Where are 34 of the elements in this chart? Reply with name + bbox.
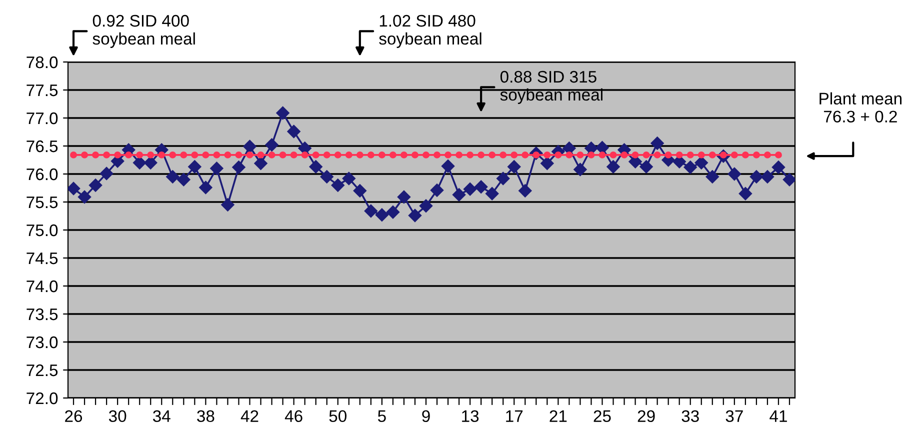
annotation: 0.88 SID 315 soybean meal	[500, 70, 602, 104]
y-tick-label: 74.0	[26, 280, 58, 292]
x-tick-label: 25	[594, 410, 611, 422]
x-tick-label: 41	[770, 410, 787, 422]
x-tick-label: 34	[152, 410, 170, 422]
x-tick-label: 26	[65, 410, 82, 422]
y-tick-label: 75.0	[26, 224, 58, 236]
x-tick-label: 46	[284, 410, 302, 422]
x-tick-label: 21	[550, 410, 567, 422]
x-tick-label: 42	[240, 410, 258, 422]
x-tick-label: 30	[108, 410, 126, 422]
y-tick-label: 76.0	[26, 168, 58, 180]
y-tick-label: 74.5	[26, 252, 58, 264]
text: 1.02 SID 480 soybean meal	[379, 14, 482, 48]
y-tick-label: 75.5	[26, 196, 58, 208]
text: Plant mean 76.3 + 0.2	[820, 92, 902, 122]
y-tick-label: 72.0	[26, 392, 58, 404]
y-tick-label: 76.5	[26, 140, 58, 152]
y-tick-label: 77.5	[26, 84, 58, 96]
x-tick-label: 13	[462, 410, 479, 422]
x-tick-label: 9	[422, 410, 430, 422]
x-tick-label: 38	[197, 410, 214, 422]
x-tick-label: 29	[638, 410, 655, 422]
y-tick-label: 73.0	[26, 336, 58, 348]
x-tick-label: 33	[682, 410, 699, 422]
x-tick-label: 17	[506, 410, 523, 422]
y-tick-label: 72.5	[26, 364, 58, 376]
text: 0.92 SID 400 soybean meal	[92, 14, 195, 48]
y-tick-label: 73.5	[26, 308, 58, 320]
y-tick-label: 78.0	[26, 56, 58, 68]
x-tick-label: 5	[378, 410, 386, 422]
y-tick-label: 77.0	[26, 112, 58, 124]
x-tick-label: 37	[726, 410, 743, 422]
x-tick-label: 50	[329, 410, 346, 422]
